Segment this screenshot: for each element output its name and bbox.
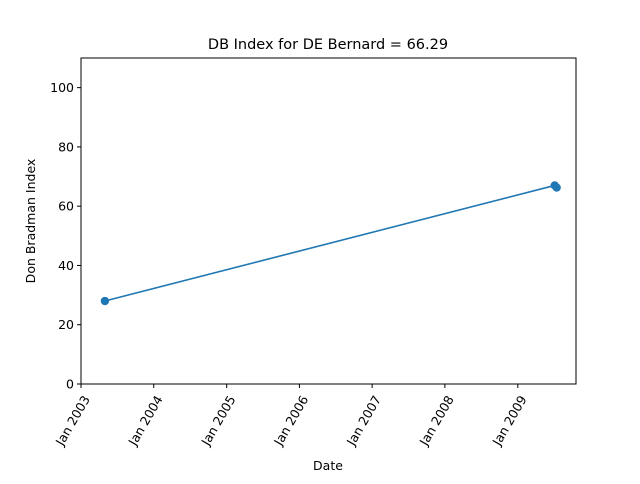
y-tick-label: 100 (50, 80, 74, 95)
x-axis-label: Date (313, 458, 343, 473)
data-point (100, 296, 110, 306)
plot-frame (80, 57, 577, 385)
y-tick-label: 80 (58, 139, 74, 154)
y-tick-label: 0 (66, 377, 74, 392)
y-tick-label: 20 (58, 317, 74, 332)
data-point (552, 183, 561, 192)
y-tick-label: 60 (58, 199, 74, 214)
chart-title: DB Index for DE Bernard = 66.29 (208, 37, 448, 53)
y-tick-label: 40 (58, 258, 74, 273)
y-axis-label: Don Bradman Index (23, 159, 38, 284)
